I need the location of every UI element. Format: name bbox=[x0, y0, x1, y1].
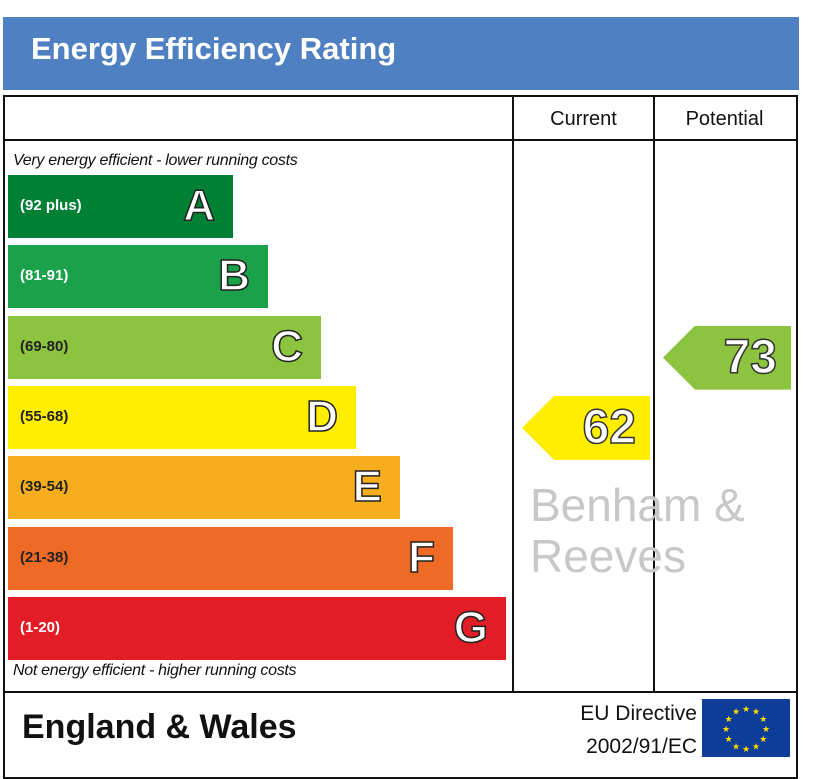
star-icon: ★ bbox=[742, 704, 750, 714]
band-c: (69-80) C bbox=[8, 315, 321, 379]
band-f: (21-38) F bbox=[8, 526, 453, 590]
star-icon: ★ bbox=[725, 714, 733, 724]
star-icon: ★ bbox=[752, 741, 760, 751]
band-letter: F bbox=[407, 532, 435, 583]
top-note: Very energy efficient - lower running co… bbox=[13, 152, 298, 169]
band-letter: E bbox=[352, 461, 383, 512]
eu-flag-icon: ★ ★ ★ ★ ★ ★ ★ ★ ★ ★ ★ ★ bbox=[702, 699, 790, 757]
column-header-current: Current bbox=[550, 108, 617, 130]
band-a: (92 plus) A bbox=[8, 175, 233, 238]
star-icon: ★ bbox=[722, 724, 730, 734]
divider bbox=[3, 691, 798, 693]
band-letter: G bbox=[453, 602, 489, 653]
star-icon: ★ bbox=[732, 707, 740, 717]
chart-title: Energy Efficiency Rating bbox=[31, 31, 397, 66]
potential-rating-arrow: 73 bbox=[663, 325, 791, 390]
band-range: (55-68) bbox=[20, 407, 69, 425]
band-letter: B bbox=[217, 251, 250, 302]
band-e: (39-54) E bbox=[8, 456, 400, 520]
band-range: (81-91) bbox=[20, 267, 69, 285]
divider bbox=[512, 95, 514, 692]
star-icon: ★ bbox=[752, 707, 760, 717]
band-letter: A bbox=[182, 180, 215, 231]
rating-value: 62 bbox=[582, 400, 637, 455]
band-g: (1-20) G bbox=[8, 596, 506, 660]
band-range: (92 plus) bbox=[20, 197, 82, 214]
directive-line1: EU Directive bbox=[580, 702, 697, 725]
band-letter: C bbox=[270, 321, 303, 372]
divider bbox=[653, 95, 655, 692]
region-label: England & Wales bbox=[22, 708, 297, 746]
bottom-note: Not energy efficient - higher running co… bbox=[13, 662, 297, 679]
band-range: (69-80) bbox=[20, 337, 69, 355]
band-letter: D bbox=[305, 391, 338, 442]
band-range: (21-38) bbox=[20, 548, 69, 566]
divider bbox=[3, 139, 798, 141]
watermark: Benham & Reeves bbox=[530, 479, 745, 582]
band-b: (81-91) B bbox=[8, 245, 268, 309]
directive-line2: 2002/91/EC bbox=[586, 735, 697, 758]
band-d: (55-68) D bbox=[8, 385, 356, 449]
star-icon: ★ bbox=[742, 744, 750, 754]
star-icon: ★ bbox=[759, 714, 767, 724]
column-header-potential: Potential bbox=[685, 108, 764, 130]
star-icon: ★ bbox=[759, 734, 767, 744]
band-range: (39-54) bbox=[20, 478, 69, 496]
rating-value: 73 bbox=[723, 330, 778, 385]
star-icon: ★ bbox=[732, 741, 740, 751]
star-icon: ★ bbox=[725, 734, 733, 744]
title-banner: Energy Efficiency Rating bbox=[3, 17, 799, 90]
band-range: (1-20) bbox=[20, 618, 61, 636]
star-icon: ★ bbox=[762, 724, 770, 734]
